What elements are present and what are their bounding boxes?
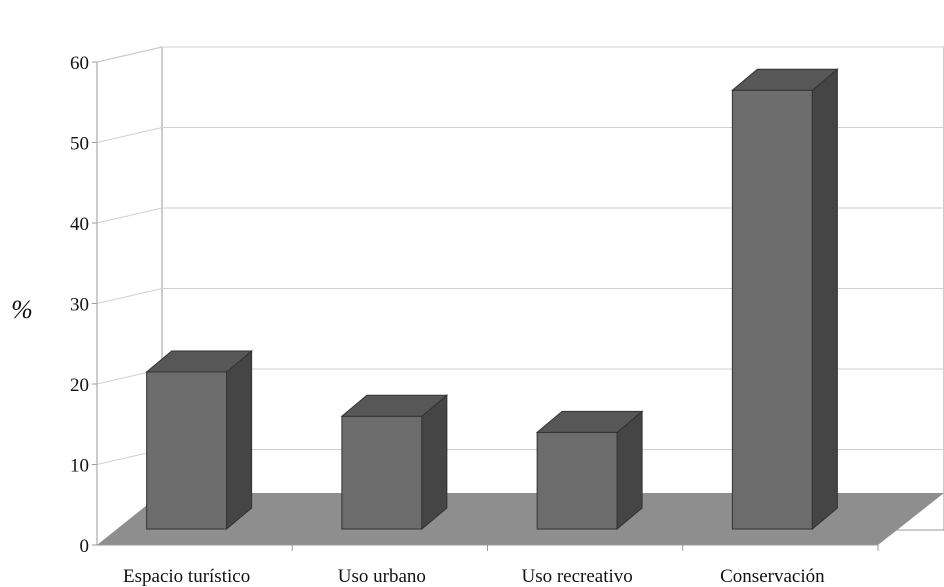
x-axis-ticks: Espacio turístico Uso urbano Uso recreativ…	[123, 545, 879, 587]
y-tick-label: 20	[70, 375, 89, 396]
x-tick-label: Uso recreativo	[521, 566, 632, 587]
bar-top	[340, 394, 449, 417]
bar-top	[535, 410, 644, 433]
bar-side	[421, 394, 448, 531]
bar-front	[731, 89, 813, 530]
x-tick-label: Espacio turístico	[123, 566, 250, 587]
bar-front	[536, 431, 618, 530]
bar-side	[811, 68, 838, 531]
bar	[535, 410, 644, 531]
gridline-left	[96, 127, 163, 143]
y-tick-label: 40	[70, 214, 89, 235]
bar-top	[145, 350, 253, 373]
bar-front	[146, 371, 228, 530]
gridline-left	[96, 288, 163, 304]
bar	[731, 68, 839, 531]
y-tick-label: 50	[70, 134, 89, 155]
gridline-left	[96, 207, 163, 224]
bar-side	[226, 349, 253, 531]
bars	[145, 68, 839, 531]
y-tick-label: 60	[70, 53, 89, 74]
bar-front	[341, 415, 423, 530]
x-tick-label: Conservación	[720, 566, 825, 587]
y-tick-label: 30	[70, 295, 89, 316]
y-axis-ticks: 0 10 20 30 40 50 60	[70, 53, 97, 557]
x-tick-label: Uso urbano	[338, 566, 426, 587]
bar	[145, 349, 253, 531]
gridline-left	[96, 46, 163, 63]
y-tick-label: 10	[70, 456, 89, 477]
bar-top	[731, 68, 839, 91]
bar	[340, 394, 449, 531]
y-tick-label: 0	[80, 536, 90, 557]
y-axis-label: %	[11, 295, 33, 324]
